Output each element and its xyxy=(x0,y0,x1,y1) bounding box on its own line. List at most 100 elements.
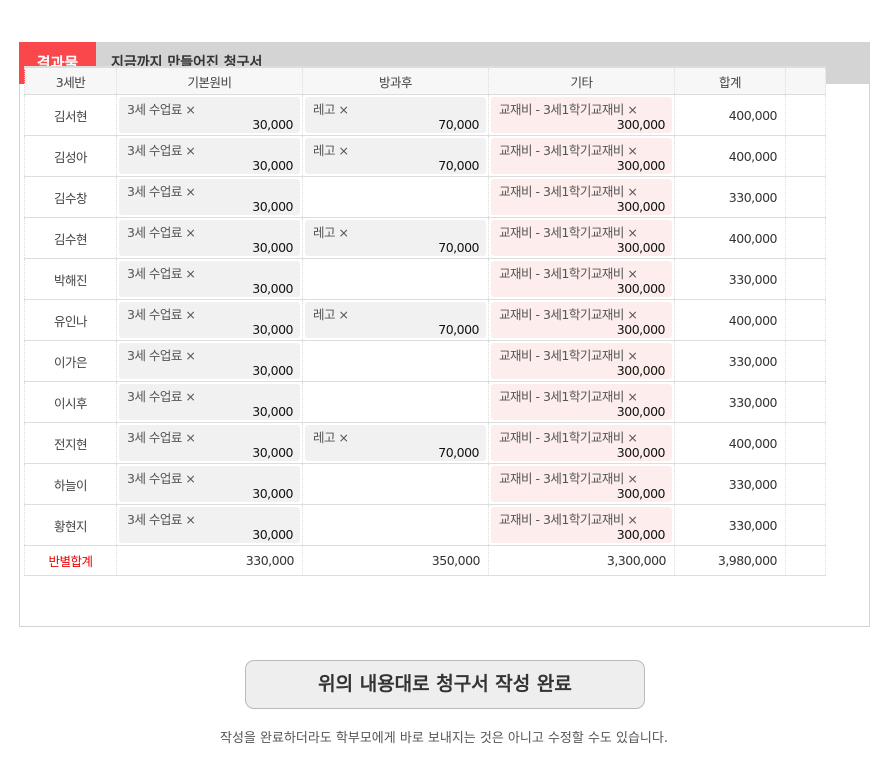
etc-fee-chip[interactable]: 교재비 - 3세1학기교재비 × 300,000 xyxy=(491,179,672,215)
student-name: 이시후 xyxy=(24,381,117,423)
col-header xyxy=(785,66,826,95)
etc-cell: 교재비 - 3세1학기교재비 × 300,000 xyxy=(488,340,675,382)
empty-cell xyxy=(785,176,826,218)
empty-cell xyxy=(785,135,826,177)
basic-fee-chip[interactable]: 3세 수업료 × 30,000 xyxy=(119,261,300,297)
table-row: 유인나 3세 수업료 × 30,000 레고 × 70,000 교재비 - 3세1학… xyxy=(24,299,826,341)
item-label: 3세 수업료 × xyxy=(127,430,196,445)
item-label: 교재비 - 3세1학기교재비 × xyxy=(499,389,638,404)
summary-etc: 3,300,000 xyxy=(488,545,675,576)
table-row: 김수창 3세 수업료 × 30,000 교재비 - 3세1학기교재비 × 300,0… xyxy=(24,176,826,218)
basic-fee-chip[interactable]: 3세 수업료 × 30,000 xyxy=(119,97,300,133)
item-label: 교재비 - 3세1학기교재비 × xyxy=(499,143,638,158)
row-total: 330,000 xyxy=(674,258,786,300)
table-row: 김성아 3세 수업료 × 30,000 레고 × 70,000 교재비 - 3세1학… xyxy=(24,135,826,177)
item-label: 레고 × xyxy=(313,143,349,158)
basic-fee-chip[interactable]: 3세 수업료 × 30,000 xyxy=(119,384,300,420)
item-label: 3세 수업료 × xyxy=(127,471,196,486)
row-total: 400,000 xyxy=(674,94,786,136)
basic-fee-chip[interactable]: 3세 수업료 × 30,000 xyxy=(119,138,300,174)
etc-fee-chip[interactable]: 교재비 - 3세1학기교재비 × 300,000 xyxy=(491,220,672,256)
etc-fee-chip[interactable]: 교재비 - 3세1학기교재비 × 300,000 xyxy=(491,261,672,297)
basic-cell: 3세 수업료 × 30,000 xyxy=(116,422,303,464)
summary-total: 3,980,000 xyxy=(674,545,786,576)
item-amount: 30,000 xyxy=(252,117,293,132)
etc-fee-chip[interactable]: 교재비 - 3세1학기교재비 × 300,000 xyxy=(491,138,672,174)
after-cell: 레고 × 70,000 xyxy=(302,217,489,259)
student-name: 하늘이 xyxy=(24,463,117,505)
item-amount: 300,000 xyxy=(616,199,666,214)
item-amount: 30,000 xyxy=(252,445,293,460)
etc-fee-chip[interactable]: 교재비 - 3세1학기교재비 × 300,000 xyxy=(491,466,672,502)
submit-invoice-button[interactable]: 위의 내용대로 청구서 작성 완료 xyxy=(245,660,645,709)
etc-fee-chip[interactable]: 교재비 - 3세1학기교재비 × 300,000 xyxy=(491,97,672,133)
col-header: 3세반 xyxy=(24,66,117,95)
item-amount: 30,000 xyxy=(252,240,293,255)
summary-after: 350,000 xyxy=(302,545,489,576)
after-cell xyxy=(302,258,489,300)
basic-fee-chip[interactable]: 3세 수업료 × 30,000 xyxy=(119,466,300,502)
student-name: 김성아 xyxy=(24,135,117,177)
item-amount: 30,000 xyxy=(252,281,293,296)
col-header: 기본원비 xyxy=(116,66,303,95)
afterschool-chip[interactable]: 레고 × 70,000 xyxy=(305,220,486,256)
empty-cell xyxy=(785,504,826,546)
afterschool-chip[interactable]: 레고 × 70,000 xyxy=(305,97,486,133)
etc-fee-chip[interactable]: 교재비 - 3세1학기교재비 × 300,000 xyxy=(491,425,672,461)
etc-cell: 교재비 - 3세1학기교재비 × 300,000 xyxy=(488,381,675,423)
student-name: 김수현 xyxy=(24,217,117,259)
afterschool-chip[interactable]: 레고 × 70,000 xyxy=(305,302,486,338)
basic-cell: 3세 수업료 × 30,000 xyxy=(116,176,303,218)
row-total: 400,000 xyxy=(674,299,786,341)
item-amount: 300,000 xyxy=(616,281,666,296)
after-cell xyxy=(302,463,489,505)
row-total: 400,000 xyxy=(674,135,786,177)
student-name: 유인나 xyxy=(24,299,117,341)
basic-cell: 3세 수업료 × 30,000 xyxy=(116,94,303,136)
row-total: 330,000 xyxy=(674,463,786,505)
afterschool-chip[interactable]: 레고 × 70,000 xyxy=(305,425,486,461)
etc-fee-chip[interactable]: 교재비 - 3세1학기교재비 × 300,000 xyxy=(491,302,672,338)
after-cell: 레고 × 70,000 xyxy=(302,94,489,136)
item-amount: 30,000 xyxy=(252,322,293,337)
basic-fee-chip[interactable]: 3세 수업료 × 30,000 xyxy=(119,220,300,256)
item-amount: 300,000 xyxy=(616,445,666,460)
item-label: 3세 수업료 × xyxy=(127,225,196,240)
item-amount: 30,000 xyxy=(252,158,293,173)
item-label: 레고 × xyxy=(313,430,349,445)
basic-cell: 3세 수업료 × 30,000 xyxy=(116,381,303,423)
summary-row: 반별합계 330,000 350,000 3,300,000 3,980,000 xyxy=(24,545,826,576)
basic-fee-chip[interactable]: 3세 수업료 × 30,000 xyxy=(119,425,300,461)
basic-fee-chip[interactable]: 3세 수업료 × 30,000 xyxy=(119,179,300,215)
etc-cell: 교재비 - 3세1학기교재비 × 300,000 xyxy=(488,135,675,177)
after-cell xyxy=(302,381,489,423)
afterschool-chip[interactable]: 레고 × 70,000 xyxy=(305,138,486,174)
item-label: 3세 수업료 × xyxy=(127,143,196,158)
item-label: 교재비 - 3세1학기교재비 × xyxy=(499,184,638,199)
student-name: 박해진 xyxy=(24,258,117,300)
etc-fee-chip[interactable]: 교재비 - 3세1학기교재비 × 300,000 xyxy=(491,343,672,379)
row-total: 330,000 xyxy=(674,381,786,423)
row-total: 330,000 xyxy=(674,340,786,382)
item-amount: 300,000 xyxy=(616,404,666,419)
table-row: 전지현 3세 수업료 × 30,000 레고 × 70,000 교재비 - 3세1학… xyxy=(24,422,826,464)
etc-cell: 교재비 - 3세1학기교재비 × 300,000 xyxy=(488,258,675,300)
item-label: 레고 × xyxy=(313,307,349,322)
etc-fee-chip[interactable]: 교재비 - 3세1학기교재비 × 300,000 xyxy=(491,384,672,420)
item-amount: 300,000 xyxy=(616,527,666,542)
basic-fee-chip[interactable]: 3세 수업료 × 30,000 xyxy=(119,343,300,379)
after-cell: 레고 × 70,000 xyxy=(302,135,489,177)
item-amount: 30,000 xyxy=(252,486,293,501)
basic-cell: 3세 수업료 × 30,000 xyxy=(116,463,303,505)
etc-cell: 교재비 - 3세1학기교재비 × 300,000 xyxy=(488,422,675,464)
basic-cell: 3세 수업료 × 30,000 xyxy=(116,258,303,300)
item-label: 3세 수업료 × xyxy=(127,389,196,404)
basic-fee-chip[interactable]: 3세 수업료 × 30,000 xyxy=(119,507,300,543)
item-label: 3세 수업료 × xyxy=(127,184,196,199)
student-name: 황현지 xyxy=(24,504,117,546)
item-amount: 70,000 xyxy=(438,445,479,460)
basic-fee-chip[interactable]: 3세 수업료 × 30,000 xyxy=(119,302,300,338)
etc-fee-chip[interactable]: 교재비 - 3세1학기교재비 × 300,000 xyxy=(491,507,672,543)
basic-cell: 3세 수업료 × 30,000 xyxy=(116,340,303,382)
table-row: 김수현 3세 수업료 × 30,000 레고 × 70,000 교재비 - 3세1학… xyxy=(24,217,826,259)
